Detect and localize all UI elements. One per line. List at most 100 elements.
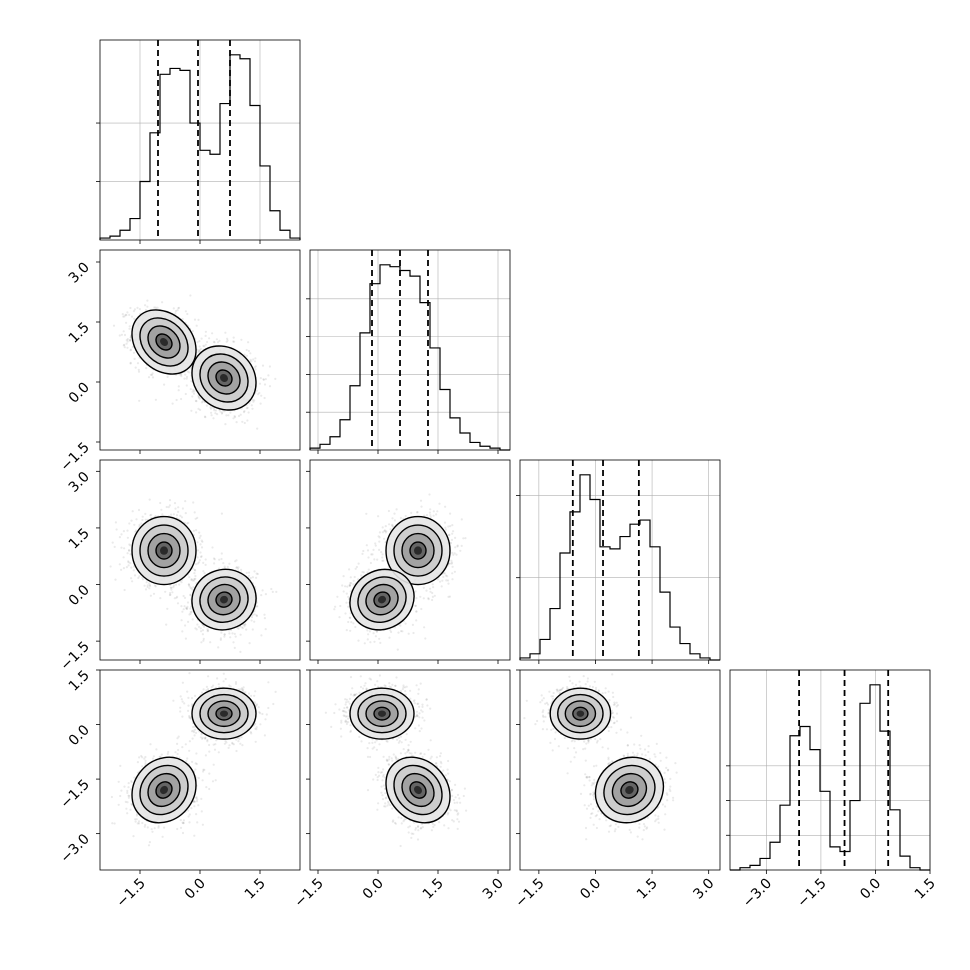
sample-point-2-0-0-675 (122, 567, 125, 570)
sample-point-1-0-0-654 (129, 336, 132, 339)
sample-point-1-0-1-410 (219, 410, 222, 413)
sample-point-2-0-1-493 (180, 619, 183, 622)
sample-point-2-0-1-612 (234, 635, 237, 638)
sample-point-2-0-1-476 (223, 565, 226, 568)
sample-point-2-0-1-931 (193, 577, 196, 581)
sample-point-2-0-1-921 (240, 626, 243, 629)
sample-point-2-0-0-1079 (141, 518, 144, 522)
sample-point-1-0-0-771 (146, 299, 149, 302)
sample-point-1-0-1-832 (213, 407, 216, 410)
sample-point-2-0-1-174 (263, 613, 266, 616)
sample-point-2-0-1-59 (264, 628, 267, 631)
sample-point-1-0-1-270 (225, 340, 228, 343)
sample-point-2-0-0-457 (198, 559, 201, 562)
sample-point-2-0-1-701 (213, 558, 216, 561)
ytick-label-1-1: 0.0 (66, 380, 93, 407)
sample-point-1-0-0-146 (128, 327, 131, 330)
sample-point-2-0-0-888 (160, 508, 163, 511)
sample-point-2-0-1-183 (245, 571, 248, 575)
sample-point-2-0-0-500 (201, 540, 204, 543)
sample-point-2-1-0-357 (449, 525, 452, 528)
sample-point-1-0-1-1010 (214, 412, 217, 415)
sample-point-1-0-0-426 (126, 337, 129, 341)
sample-point-1-0-0-1056 (153, 306, 156, 309)
sample-point-2-0-1-742 (181, 610, 184, 613)
sample-point-1-0-0-231 (172, 307, 175, 310)
sample-point-1-0-1-549 (263, 383, 267, 386)
sample-point-2-0-0-1040 (148, 498, 151, 501)
sample-point-1-0-1-1070 (241, 420, 244, 423)
sample-point-2-0-1-671 (202, 637, 205, 641)
sample-point-2-0-1-984 (191, 618, 194, 621)
sample-point-1-0-0-770 (146, 305, 149, 308)
sample-point-2-0-1-520 (256, 605, 259, 608)
sample-point-2-0-0-351 (122, 556, 125, 559)
sample-point-1-0-1-400 (259, 377, 262, 380)
sample-point-2-1-0-383 (443, 572, 446, 575)
sample-point-2-0-1-353 (247, 571, 251, 574)
sample-point-2-0-1-993 (234, 560, 237, 563)
sample-point-2-0-1-940 (253, 613, 256, 616)
sample-point-2-0-1-270 (183, 596, 187, 600)
sample-point-1-0-0-333 (129, 339, 132, 342)
sample-point-2-0-1-164 (233, 646, 236, 650)
sample-point-2-0-1-622 (263, 617, 266, 620)
sample-point-1-0-0-643 (125, 321, 128, 324)
sample-point-2-0-1-1031 (236, 567, 240, 570)
sample-point-1-0-1-863 (185, 384, 188, 387)
sample-point-1-0-1-917 (193, 390, 196, 393)
histogram-1 (309, 264, 510, 451)
sample-point-2-1-0-248 (391, 517, 394, 520)
sample-point-1-0-0-532 (133, 308, 136, 311)
sample-point-1-0-1-628 (233, 416, 237, 419)
ytick-label-2-0: −1.5 (57, 639, 92, 674)
sample-point-1-0-1-219 (253, 360, 257, 363)
sample-point-2-0-0-97 (196, 541, 199, 544)
sample-point-2-0-0-787 (168, 499, 172, 502)
sample-point-1-0-0-189 (123, 315, 126, 318)
ytick-label-1-2: 1.5 (66, 320, 93, 347)
sample-point-1-0-1-975 (212, 417, 215, 420)
sample-point-1-0-1-819 (264, 378, 267, 381)
sample-point-2-0-1-745 (237, 627, 240, 630)
sample-point-2-0-1-629 (193, 568, 196, 572)
sample-point-1-0-1-935 (251, 407, 254, 410)
sample-point-2-1-0-466 (365, 544, 368, 547)
sample-point-1-0-1-710 (258, 391, 261, 395)
sample-point-2-1-0-331 (410, 511, 413, 514)
sample-point-2-0-0-1010 (204, 558, 207, 561)
sample-point-2-1-0-38 (369, 561, 372, 565)
sample-point-1-0-1-712 (205, 404, 208, 407)
sample-point-1-0-1-1036 (189, 388, 192, 391)
sample-point-2-0-0-1002 (133, 523, 136, 526)
sample-point-2-0-1-380 (247, 574, 251, 577)
sample-point-2-0-0-820 (170, 513, 173, 516)
sample-point-1-0-0-693 (124, 313, 127, 316)
panel-2-0: −1.50.01.53.0 (57, 459, 301, 674)
sample-point-2-0-1-453 (251, 576, 254, 579)
sample-point-2-0-1-653 (232, 641, 235, 644)
sample-point-2-0-0-780 (135, 518, 138, 521)
sample-point-1-0-0-551 (154, 306, 157, 309)
sample-point-1-0-0-87 (121, 313, 124, 316)
sample-point-2-0-0-262 (113, 545, 116, 549)
sample-point-2-0-0-130 (184, 511, 187, 515)
sample-point-2-0-0-630 (196, 562, 199, 565)
sample-point-2-0-0-955 (126, 552, 129, 555)
sample-point-1-0-1-793 (262, 378, 265, 381)
sample-point-2-0-1-575 (186, 601, 190, 604)
sample-point-2-0-0-200 (128, 522, 131, 525)
sample-point-2-0-0-798 (130, 566, 133, 569)
sample-point-1-0-1-142 (254, 368, 257, 371)
sample-point-1-0-0-543 (211, 332, 214, 335)
sample-point-1-0-0-788 (177, 306, 181, 309)
sample-point-2-0-0-1067 (144, 518, 147, 521)
sample-point-2-0-0-1046 (154, 585, 157, 588)
sample-point-2-0-1-900 (229, 636, 232, 639)
sample-point-1-0-1-279 (226, 337, 229, 340)
sample-point-1-0-0-449 (125, 342, 128, 345)
sample-point-1-0-1-622 (204, 334, 207, 337)
panel-2-1 (306, 459, 511, 664)
sample-point-2-1-0-358 (444, 505, 447, 508)
sample-point-2-0-0-651 (188, 576, 191, 579)
